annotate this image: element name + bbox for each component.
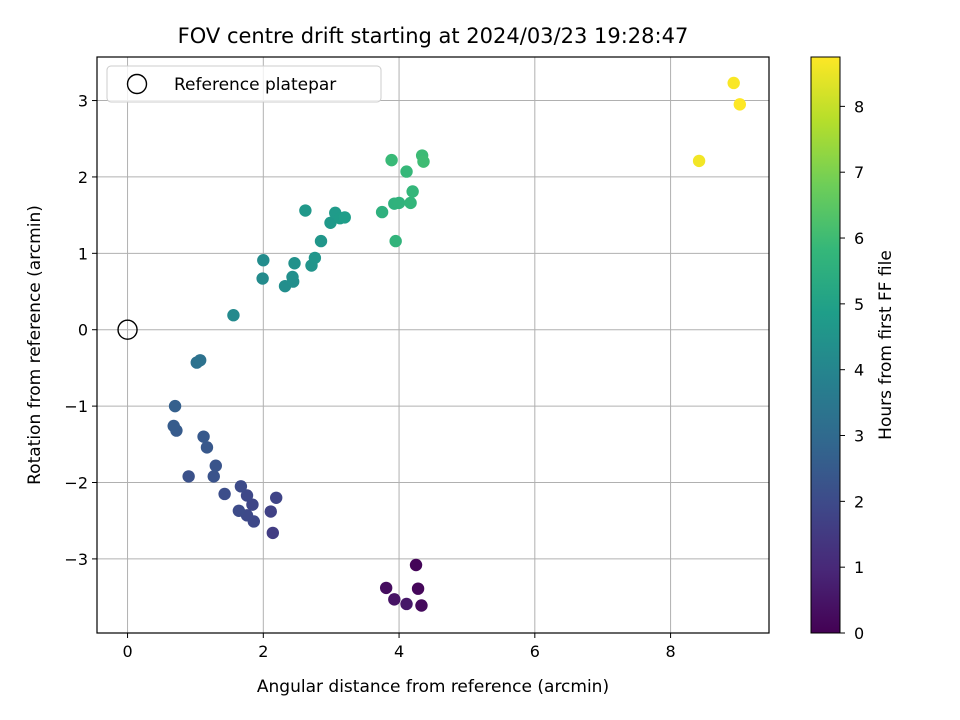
data-point [264, 505, 277, 518]
data-point [218, 487, 231, 501]
data-point [193, 354, 207, 367]
y-tick-label: 1 [78, 244, 88, 263]
chart-title: FOV centre drift starting at 2024/03/23 … [178, 24, 689, 48]
x-tick-label: 8 [665, 642, 675, 661]
data-point [389, 234, 402, 248]
data-point [246, 498, 259, 511]
data-point [727, 76, 740, 90]
data-point [733, 98, 747, 111]
data-point [324, 216, 337, 229]
colorbar-tick-label: 7 [854, 163, 864, 182]
data-point [411, 582, 425, 595]
data-point [288, 257, 301, 270]
data-point [256, 272, 269, 285]
colorbar-tick-label: 5 [854, 295, 864, 314]
data-point [240, 489, 254, 502]
colorbar-tick-label: 1 [854, 558, 864, 577]
y-tick-label: −1 [64, 397, 88, 416]
data-point [308, 251, 322, 265]
x-axis-label: Angular distance from reference (arcmin) [257, 677, 609, 697]
y-tick-label: 0 [78, 321, 88, 340]
reference-platepar-marker [117, 319, 138, 340]
x-tick-label: 2 [258, 642, 268, 661]
grid-lines [97, 57, 769, 633]
data-point [415, 599, 428, 612]
data-point [167, 419, 180, 433]
data-point [417, 155, 430, 168]
data-point [392, 196, 406, 210]
colorbar [810, 56, 841, 634]
data-point [234, 480, 248, 493]
y-axis-label: Rotation from reference (arcmin) [25, 205, 45, 485]
y-tick-label: 3 [78, 92, 88, 111]
data-point [388, 593, 401, 606]
x-tick-label: 6 [530, 642, 540, 661]
data-point [266, 526, 280, 540]
colorbar-tick-label: 3 [854, 427, 864, 446]
legend: Reference platepar [106, 65, 382, 103]
y-tick-label: −3 [64, 550, 88, 569]
data-point [207, 470, 220, 483]
data-points [167, 76, 747, 612]
legend-label: Reference platepar [174, 75, 336, 95]
data-point [286, 270, 299, 284]
data-point [375, 205, 389, 219]
x-tick-label: 0 [122, 642, 132, 661]
data-point [227, 309, 240, 322]
data-point [338, 211, 351, 224]
data-point [168, 399, 182, 413]
data-point [385, 153, 398, 167]
colorbar-label: Hours from first FF file [876, 250, 896, 440]
y-axis-ticks: −3 −2 −1 0 1 2 3 [64, 92, 97, 569]
data-point [409, 558, 423, 572]
data-point [314, 234, 328, 248]
data-point [404, 196, 417, 210]
data-point [379, 581, 393, 595]
x-axis-ticks: 0 2 4 6 8 [122, 633, 676, 661]
data-point [400, 597, 413, 611]
data-point [299, 204, 312, 217]
data-point [209, 459, 222, 472]
data-point [270, 491, 283, 504]
data-point [257, 254, 270, 267]
reference-marker [117, 319, 138, 340]
colorbar-tick-label: 4 [854, 361, 864, 380]
data-point [692, 154, 706, 168]
y-tick-label: 2 [78, 168, 88, 187]
y-tick-label: −2 [64, 474, 88, 493]
data-point [400, 165, 413, 178]
colorbar-ticks: 0 1 2 3 4 5 6 7 8 [840, 97, 864, 643]
data-point [406, 185, 419, 198]
legend-marker [126, 73, 148, 95]
data-point [182, 470, 195, 483]
legend-box [106, 65, 382, 103]
data-point [232, 504, 246, 517]
data-point [197, 430, 210, 443]
colorbar-tick-label: 8 [854, 97, 864, 116]
colorbar-tick-label: 0 [854, 624, 864, 643]
colorbar-tick-label: 2 [854, 492, 864, 511]
data-point [200, 441, 214, 454]
colorbar-tick-label: 6 [854, 229, 864, 248]
x-tick-label: 4 [394, 642, 404, 661]
plot-frame [96, 56, 770, 634]
